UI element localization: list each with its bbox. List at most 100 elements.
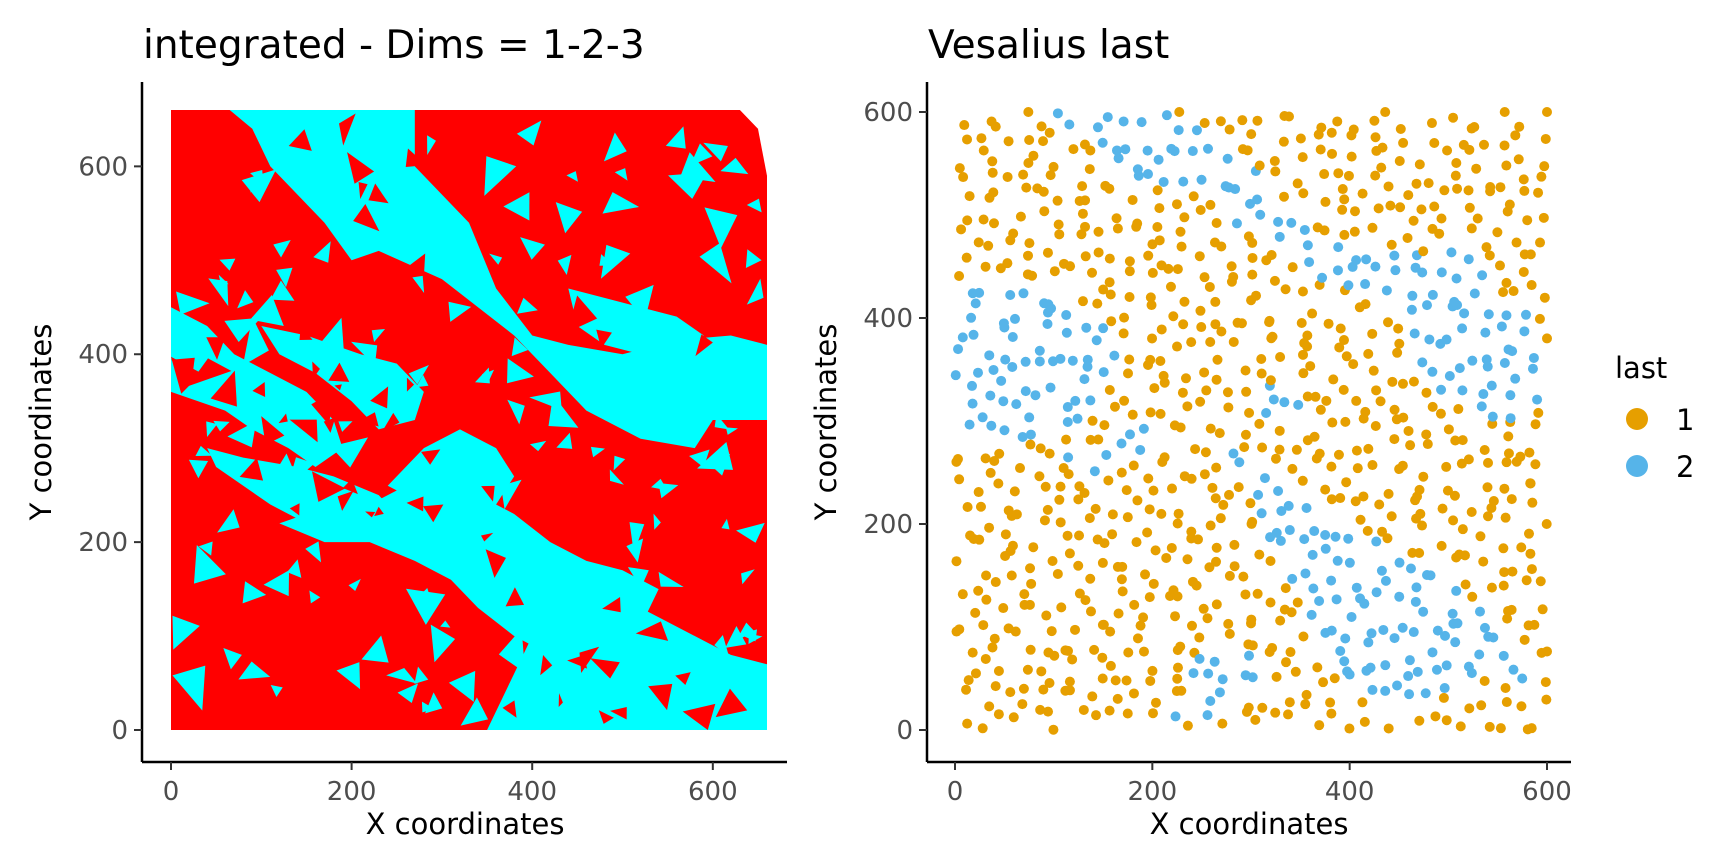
point-cluster-1 — [1224, 570, 1235, 581]
territory-fragment — [625, 284, 654, 321]
territory-fragment — [312, 361, 320, 379]
point-cluster-2 — [1403, 671, 1414, 682]
point-cluster-1 — [1174, 107, 1185, 117]
point-cluster-1 — [1383, 723, 1394, 734]
point-cluster-2 — [1417, 357, 1428, 368]
point-cluster-1 — [1116, 574, 1127, 585]
territory-fragment — [288, 129, 312, 151]
territory-fragment — [250, 170, 264, 186]
point-cluster-2 — [1528, 352, 1539, 363]
point-cluster-1 — [1326, 494, 1337, 505]
x-tick-label: 0 — [947, 777, 964, 807]
point-cluster-2 — [1467, 355, 1478, 366]
point-cluster-1 — [1403, 190, 1414, 201]
point-cluster-1 — [954, 163, 965, 174]
point-cluster-2 — [1079, 374, 1090, 385]
point-cluster-1 — [1392, 347, 1403, 358]
point-cluster-1 — [1097, 673, 1108, 684]
point-cluster-1 — [1355, 514, 1366, 525]
point-cluster-2 — [1109, 350, 1120, 361]
point-cluster-2 — [1102, 112, 1113, 123]
point-cluster-2 — [973, 367, 984, 378]
x-tick-label: 600 — [688, 777, 738, 807]
legend-key-1 — [1626, 408, 1648, 430]
point-cluster-1 — [1393, 323, 1404, 334]
point-cluster-1 — [1038, 136, 1049, 147]
territory-fragment — [351, 341, 378, 366]
point-cluster-2 — [1188, 668, 1199, 679]
right-y-axis-title: Y coordinates — [809, 324, 843, 522]
left-plot-area — [171, 110, 768, 730]
point-cluster-1 — [1267, 331, 1278, 342]
point-cluster-2 — [1020, 356, 1031, 367]
point-cluster-1 — [980, 453, 991, 464]
territory-fragment — [172, 615, 200, 650]
point-cluster-1 — [1237, 144, 1248, 155]
point-cluster-1 — [1199, 117, 1210, 128]
point-cluster-1 — [984, 522, 995, 533]
point-cluster-1 — [1337, 204, 1348, 215]
point-cluster-1 — [1314, 448, 1325, 459]
point-cluster-1 — [1073, 494, 1084, 505]
territory-fragment — [635, 621, 669, 641]
territory-fragment — [502, 700, 517, 718]
point-cluster-1 — [1328, 374, 1339, 385]
territory-fragment — [171, 357, 195, 375]
point-cluster-1 — [1418, 246, 1429, 257]
territory-2-region — [487, 589, 767, 730]
point-cluster-2 — [1178, 176, 1189, 187]
point-cluster-1 — [1339, 194, 1350, 205]
point-cluster-1 — [1341, 477, 1352, 488]
territory-fragment — [695, 334, 713, 357]
territory-fragment — [675, 672, 691, 685]
point-cluster-1 — [989, 633, 1000, 644]
territory-fragment — [648, 683, 673, 711]
point-cluster-1 — [1321, 395, 1332, 406]
point-cluster-1 — [1216, 326, 1227, 337]
territory-fragment — [520, 237, 545, 260]
territory-fragment — [338, 113, 356, 146]
point-cluster-1 — [1172, 264, 1183, 275]
territory-fragment — [171, 356, 202, 394]
point-cluster-1 — [1498, 287, 1509, 298]
point-cluster-1 — [1286, 607, 1297, 618]
point-cluster-1 — [1123, 368, 1134, 379]
point-cluster-2 — [1082, 361, 1093, 372]
point-cluster-1 — [1018, 683, 1029, 694]
point-cluster-1 — [1340, 416, 1351, 427]
point-cluster-1 — [1408, 215, 1419, 226]
territory-fragment — [481, 369, 494, 382]
point-cluster-1 — [1224, 124, 1235, 135]
point-cluster-1 — [1339, 229, 1350, 240]
point-cluster-1 — [998, 603, 1009, 614]
territory-fragment — [305, 541, 322, 563]
territory-fragment — [263, 570, 290, 597]
point-cluster-1 — [1121, 675, 1132, 686]
point-cluster-2 — [1256, 508, 1267, 519]
point-cluster-1 — [1386, 511, 1397, 522]
point-cluster-1 — [1190, 444, 1201, 455]
point-cluster-1 — [1204, 562, 1215, 573]
point-cluster-1 — [1143, 250, 1154, 261]
territory-fragment — [721, 518, 730, 530]
point-cluster-1 — [1351, 395, 1362, 406]
point-cluster-1 — [1025, 439, 1036, 450]
point-cluster-1 — [1435, 408, 1446, 419]
point-cluster-1 — [1529, 619, 1540, 630]
territory-fragment — [505, 587, 525, 607]
point-cluster-1 — [1315, 404, 1326, 415]
territory-fragment — [337, 490, 354, 511]
point-cluster-1 — [1275, 615, 1286, 626]
point-cluster-1 — [1003, 136, 1014, 147]
point-cluster-1 — [1207, 482, 1218, 493]
territory-fragment — [347, 152, 375, 184]
point-cluster-1 — [1503, 431, 1514, 442]
point-cluster-2 — [1220, 181, 1231, 192]
territory-fragment — [368, 183, 389, 204]
territory-fragment — [270, 684, 283, 697]
point-cluster-1 — [1093, 226, 1104, 237]
point-cluster-1 — [1112, 223, 1123, 234]
point-cluster-1 — [1107, 509, 1118, 520]
point-cluster-1 — [1500, 512, 1511, 523]
point-cluster-1 — [978, 214, 989, 225]
